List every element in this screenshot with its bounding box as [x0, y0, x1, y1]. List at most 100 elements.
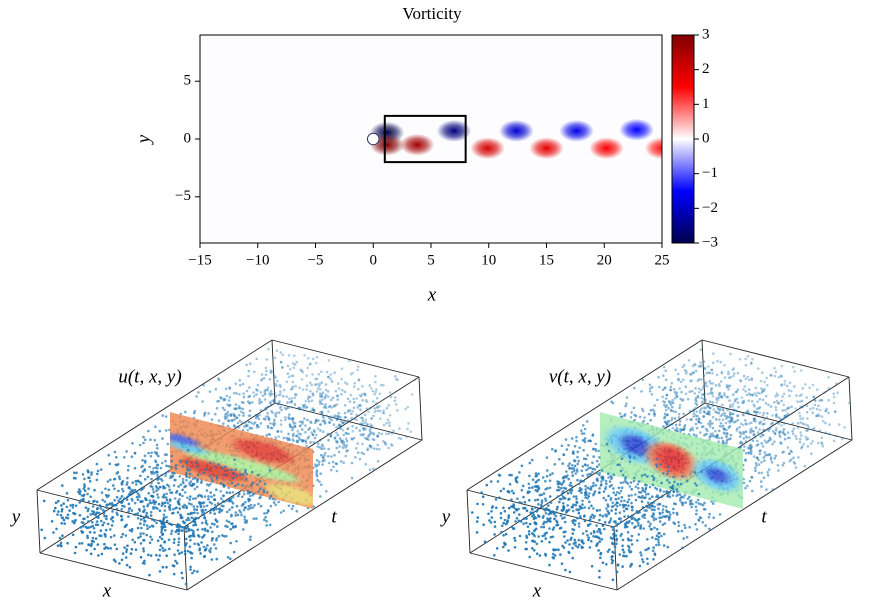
scatter-point	[274, 376, 277, 379]
scatter-point	[130, 528, 134, 531]
scatter-point	[164, 474, 167, 478]
scatter-point	[507, 506, 511, 510]
scatter-point	[678, 403, 682, 407]
scatter-point	[726, 385, 730, 389]
scatter-point	[127, 510, 130, 513]
scatter-point	[761, 388, 765, 392]
scatter-point	[530, 514, 534, 518]
scatter-point	[191, 477, 195, 481]
scatter-point	[695, 509, 698, 512]
scatter-point	[315, 390, 319, 393]
scatter-point	[63, 522, 66, 525]
scatter-point	[192, 518, 196, 522]
scatter-point	[166, 501, 170, 505]
scatter-point	[376, 460, 380, 463]
scatter-point	[628, 485, 632, 488]
scatter-point	[598, 456, 601, 459]
scatter-point	[715, 373, 719, 377]
scatter-point	[140, 465, 143, 469]
scatter-point	[364, 418, 368, 422]
scatter-point	[773, 440, 776, 444]
scatter-point	[740, 396, 744, 399]
scatter-point	[324, 395, 327, 399]
scatter-point	[319, 423, 322, 426]
scatter-point	[87, 543, 91, 547]
scatter-point	[674, 410, 677, 414]
colorbar-tick-label: 3	[702, 26, 710, 42]
scatter-point	[703, 383, 707, 386]
scatter-point	[210, 418, 214, 421]
scatter-point	[549, 517, 552, 520]
scatter-point	[195, 465, 199, 469]
scatter-point	[279, 511, 283, 514]
scatter-point	[356, 406, 360, 409]
scatter-point	[638, 564, 642, 568]
colorbar-tick-label: 2	[702, 61, 710, 77]
scatter-point	[548, 486, 552, 490]
scatter-point	[684, 372, 688, 375]
scatter-point	[598, 576, 601, 579]
scatter-point	[598, 569, 601, 573]
scatter-point	[91, 521, 94, 524]
scatter-point	[163, 540, 167, 543]
scatter-point	[126, 468, 130, 472]
scatter-point	[155, 452, 158, 456]
scatter-point	[361, 385, 364, 388]
scatter-point	[105, 494, 108, 497]
scatter-point	[390, 443, 393, 446]
scatter-point	[626, 515, 630, 518]
scatter-point	[746, 484, 749, 488]
scatter-point	[269, 392, 273, 396]
scatter-point	[779, 419, 782, 423]
scatter-point	[763, 459, 766, 463]
scatter-point	[251, 481, 254, 485]
scatter-point	[752, 419, 756, 423]
scatter-point	[327, 359, 331, 362]
scatter-point	[652, 546, 655, 549]
scatter-point	[369, 446, 373, 449]
scatter-point	[363, 413, 367, 417]
scatter-point	[671, 398, 675, 402]
scatter-point	[383, 441, 387, 445]
scatter-point	[244, 477, 248, 481]
scatter-point	[522, 517, 526, 520]
scatter-point	[342, 461, 346, 465]
scatter-point	[166, 483, 169, 487]
scatter-point	[311, 373, 314, 376]
scatter-point	[125, 563, 129, 567]
scatter-point	[342, 433, 346, 437]
scatter-point	[694, 397, 698, 400]
scatter-point	[647, 520, 650, 523]
scatter-point	[576, 517, 579, 520]
scatter-point	[263, 393, 267, 396]
scatter-point	[641, 409, 645, 413]
scatter-point	[561, 502, 565, 505]
scatter-point	[309, 362, 312, 365]
scatter-point	[741, 423, 745, 427]
scatter-point	[715, 397, 718, 400]
scatter-point	[300, 420, 303, 424]
scatter-point	[321, 463, 324, 466]
scatter-point	[726, 408, 729, 412]
scatter-point	[541, 516, 545, 519]
scatter-point	[638, 511, 641, 514]
scatter-point	[774, 395, 777, 398]
scatter-point	[287, 354, 291, 357]
scatter-point	[791, 432, 795, 436]
scatter-point	[597, 527, 601, 531]
scatter-point	[489, 521, 493, 524]
scatter-point	[631, 514, 634, 517]
scatter-point	[93, 488, 96, 492]
scatter-point	[653, 526, 656, 530]
scatter-point	[747, 378, 751, 382]
scatter-point	[812, 395, 815, 399]
scatter-point	[235, 474, 238, 477]
scatter-point	[158, 519, 162, 523]
scatter-point	[636, 539, 639, 542]
scatter-point	[324, 388, 328, 392]
scatter-point	[123, 546, 126, 549]
scatter-point	[747, 388, 751, 391]
scatter-point	[564, 487, 568, 490]
scatter-point	[229, 527, 232, 531]
scatter-point	[362, 452, 366, 456]
